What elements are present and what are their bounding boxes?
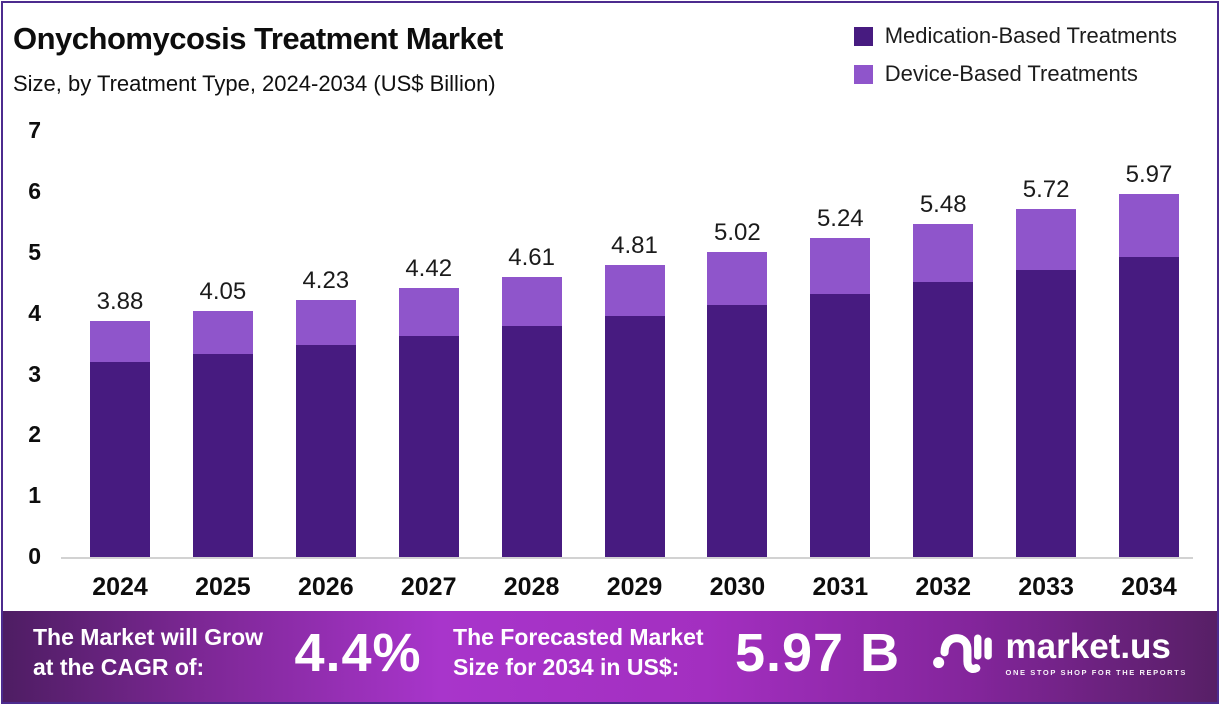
- y-axis-tick-label: 6: [28, 178, 41, 205]
- bar-segment-device: [295, 299, 356, 345]
- forecast-label: The Forecasted Market Size for 2034 in U…: [453, 623, 704, 683]
- x-axis-label: 2032: [915, 573, 971, 601]
- bar-total-label: 4.42: [405, 255, 453, 283]
- bar-segment-medication: [810, 294, 871, 557]
- x-axis-label: 2024: [92, 573, 148, 601]
- x-axis-label: 2031: [812, 573, 869, 601]
- cagr-label-line1: The Market will Grow: [33, 623, 264, 650]
- bar-total-label: 4.23: [302, 266, 350, 294]
- bar-segment-medication: [398, 335, 459, 557]
- bar-segment-medication: [707, 305, 768, 557]
- y-axis-tick-label: 0: [28, 543, 41, 569]
- x-axis-label: 2029: [606, 573, 663, 601]
- brand-name: market.us: [1005, 626, 1171, 666]
- cagr-label-line2: at the CAGR of:: [33, 653, 205, 680]
- bar-segment-medication: [913, 282, 974, 557]
- legend-swatch-device-icon: [853, 64, 873, 84]
- legend-swatch-medication-icon: [853, 26, 873, 46]
- y-axis-tick-label: 5: [28, 239, 41, 265]
- bar-segment-medication: [604, 315, 665, 557]
- legend-label: Device-Based Treatments: [884, 61, 1138, 86]
- bar-segment-medication: [192, 353, 253, 557]
- bar-total-label: 5.02: [714, 218, 761, 246]
- x-axis-label: 2028: [503, 573, 560, 601]
- bar-total-label: 5.97: [1125, 161, 1173, 189]
- y-axis-tick-label: 1: [28, 482, 41, 509]
- bar-segment-medication: [295, 344, 356, 557]
- bar-segment-medication: [501, 325, 562, 557]
- bar-segment-device: [501, 276, 562, 326]
- legend-item-medication: Medication-Based Treatments: [853, 23, 1177, 49]
- forecast-label-line2: Size for 2034 in US$:: [453, 653, 680, 680]
- y-axis-tick-label: 3: [28, 360, 41, 387]
- x-axis-label: 2033: [1018, 573, 1074, 601]
- bar-segment-device: [398, 288, 459, 336]
- bar-segment-device: [913, 223, 974, 283]
- bar-segment-device: [90, 321, 150, 363]
- cagr-value: 4.4%: [294, 622, 422, 683]
- x-axis-label: 2026: [297, 573, 354, 601]
- legend-item-device: Device-Based Treatments: [853, 61, 1177, 87]
- footer-banner: The Market will Grow at the CAGR of: 4.4…: [3, 611, 1217, 702]
- bar-segment-medication: [90, 362, 150, 557]
- bar-segment-device: [604, 264, 665, 316]
- brand-logo: market.us ONE STOP SHOP FOR THE REPORTS: [932, 625, 1187, 681]
- x-axis-line: [61, 557, 1193, 559]
- cagr-label: The Market will Grow at the CAGR of:: [33, 623, 263, 683]
- bar-total-label: 3.88: [96, 288, 144, 316]
- x-axis-label: 2030: [709, 573, 766, 601]
- forecast-value: 5.97 B: [734, 622, 901, 683]
- x-axis-label: 2027: [400, 573, 457, 601]
- bar-segment-device: [810, 238, 871, 295]
- y-axis-tick-label: 2: [28, 421, 41, 448]
- bar-total-label: 4.61: [508, 243, 555, 271]
- page-title: Onychomycosis Treatment Market: [13, 21, 503, 56]
- market-us-logo-icon: [932, 633, 992, 673]
- bar-segment-device: [1119, 194, 1179, 258]
- legend-label: Medication-Based Treatments: [884, 23, 1177, 48]
- bar-total-label: 5.24: [816, 205, 864, 233]
- forecast-label-line1: The Forecasted Market: [453, 623, 704, 650]
- bar-total-label: 5.48: [919, 190, 967, 218]
- bar-segment-medication: [1119, 257, 1179, 557]
- y-axis-tick-label: 7: [28, 117, 41, 144]
- brand-tagline: ONE STOP SHOP FOR THE REPORTS: [1005, 667, 1187, 677]
- bar-segment-device: [707, 251, 768, 306]
- legend: Medication-Based Treatments Device-Based…: [853, 23, 1177, 87]
- bar-segment-device: [1016, 209, 1077, 271]
- page-subtitle: Size, by Treatment Type, 2024-2034 (US$ …: [13, 71, 496, 96]
- bar-total-label: 4.81: [611, 231, 658, 259]
- y-axis-tick-label: 4: [28, 299, 41, 326]
- bar-total-label: 4.05: [199, 277, 247, 305]
- stacked-bar-chart: 0 1 2 3 4 5 6 7 3.88 2024 4.05 2025 4.23 2026 4.42 2027…: [3, 3, 1217, 702]
- x-axis-label: 2034: [1121, 573, 1177, 601]
- bar-total-label: 5.72: [1022, 176, 1070, 204]
- bar-segment-device: [192, 310, 253, 354]
- x-axis-label: 2025: [195, 573, 251, 601]
- bar-segment-medication: [1016, 270, 1077, 557]
